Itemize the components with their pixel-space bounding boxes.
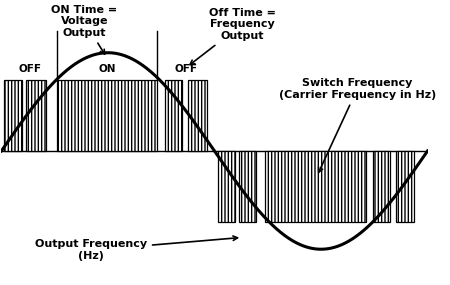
Bar [188, 80, 207, 151]
Bar [57, 80, 157, 151]
Text: Output Frequency
(Hz): Output Frequency (Hz) [35, 236, 238, 261]
Text: Off Time =
Frequency
Output: Off Time = Frequency Output [190, 8, 275, 65]
Text: OFF: OFF [175, 64, 198, 74]
Bar [26, 80, 46, 151]
Bar [239, 151, 256, 222]
Bar [218, 151, 235, 222]
Text: ON: ON [98, 64, 116, 74]
Bar [396, 151, 414, 222]
Text: ON Time =
Voltage
Output: ON Time = Voltage Output [51, 5, 117, 54]
Bar [265, 151, 366, 222]
Bar [166, 80, 183, 151]
Text: OFF: OFF [18, 64, 41, 74]
Text: Switch Frequency
(Carrier Frequency in Hz): Switch Frequency (Carrier Frequency in H… [279, 78, 436, 172]
Bar [4, 80, 22, 151]
Bar [373, 151, 390, 222]
